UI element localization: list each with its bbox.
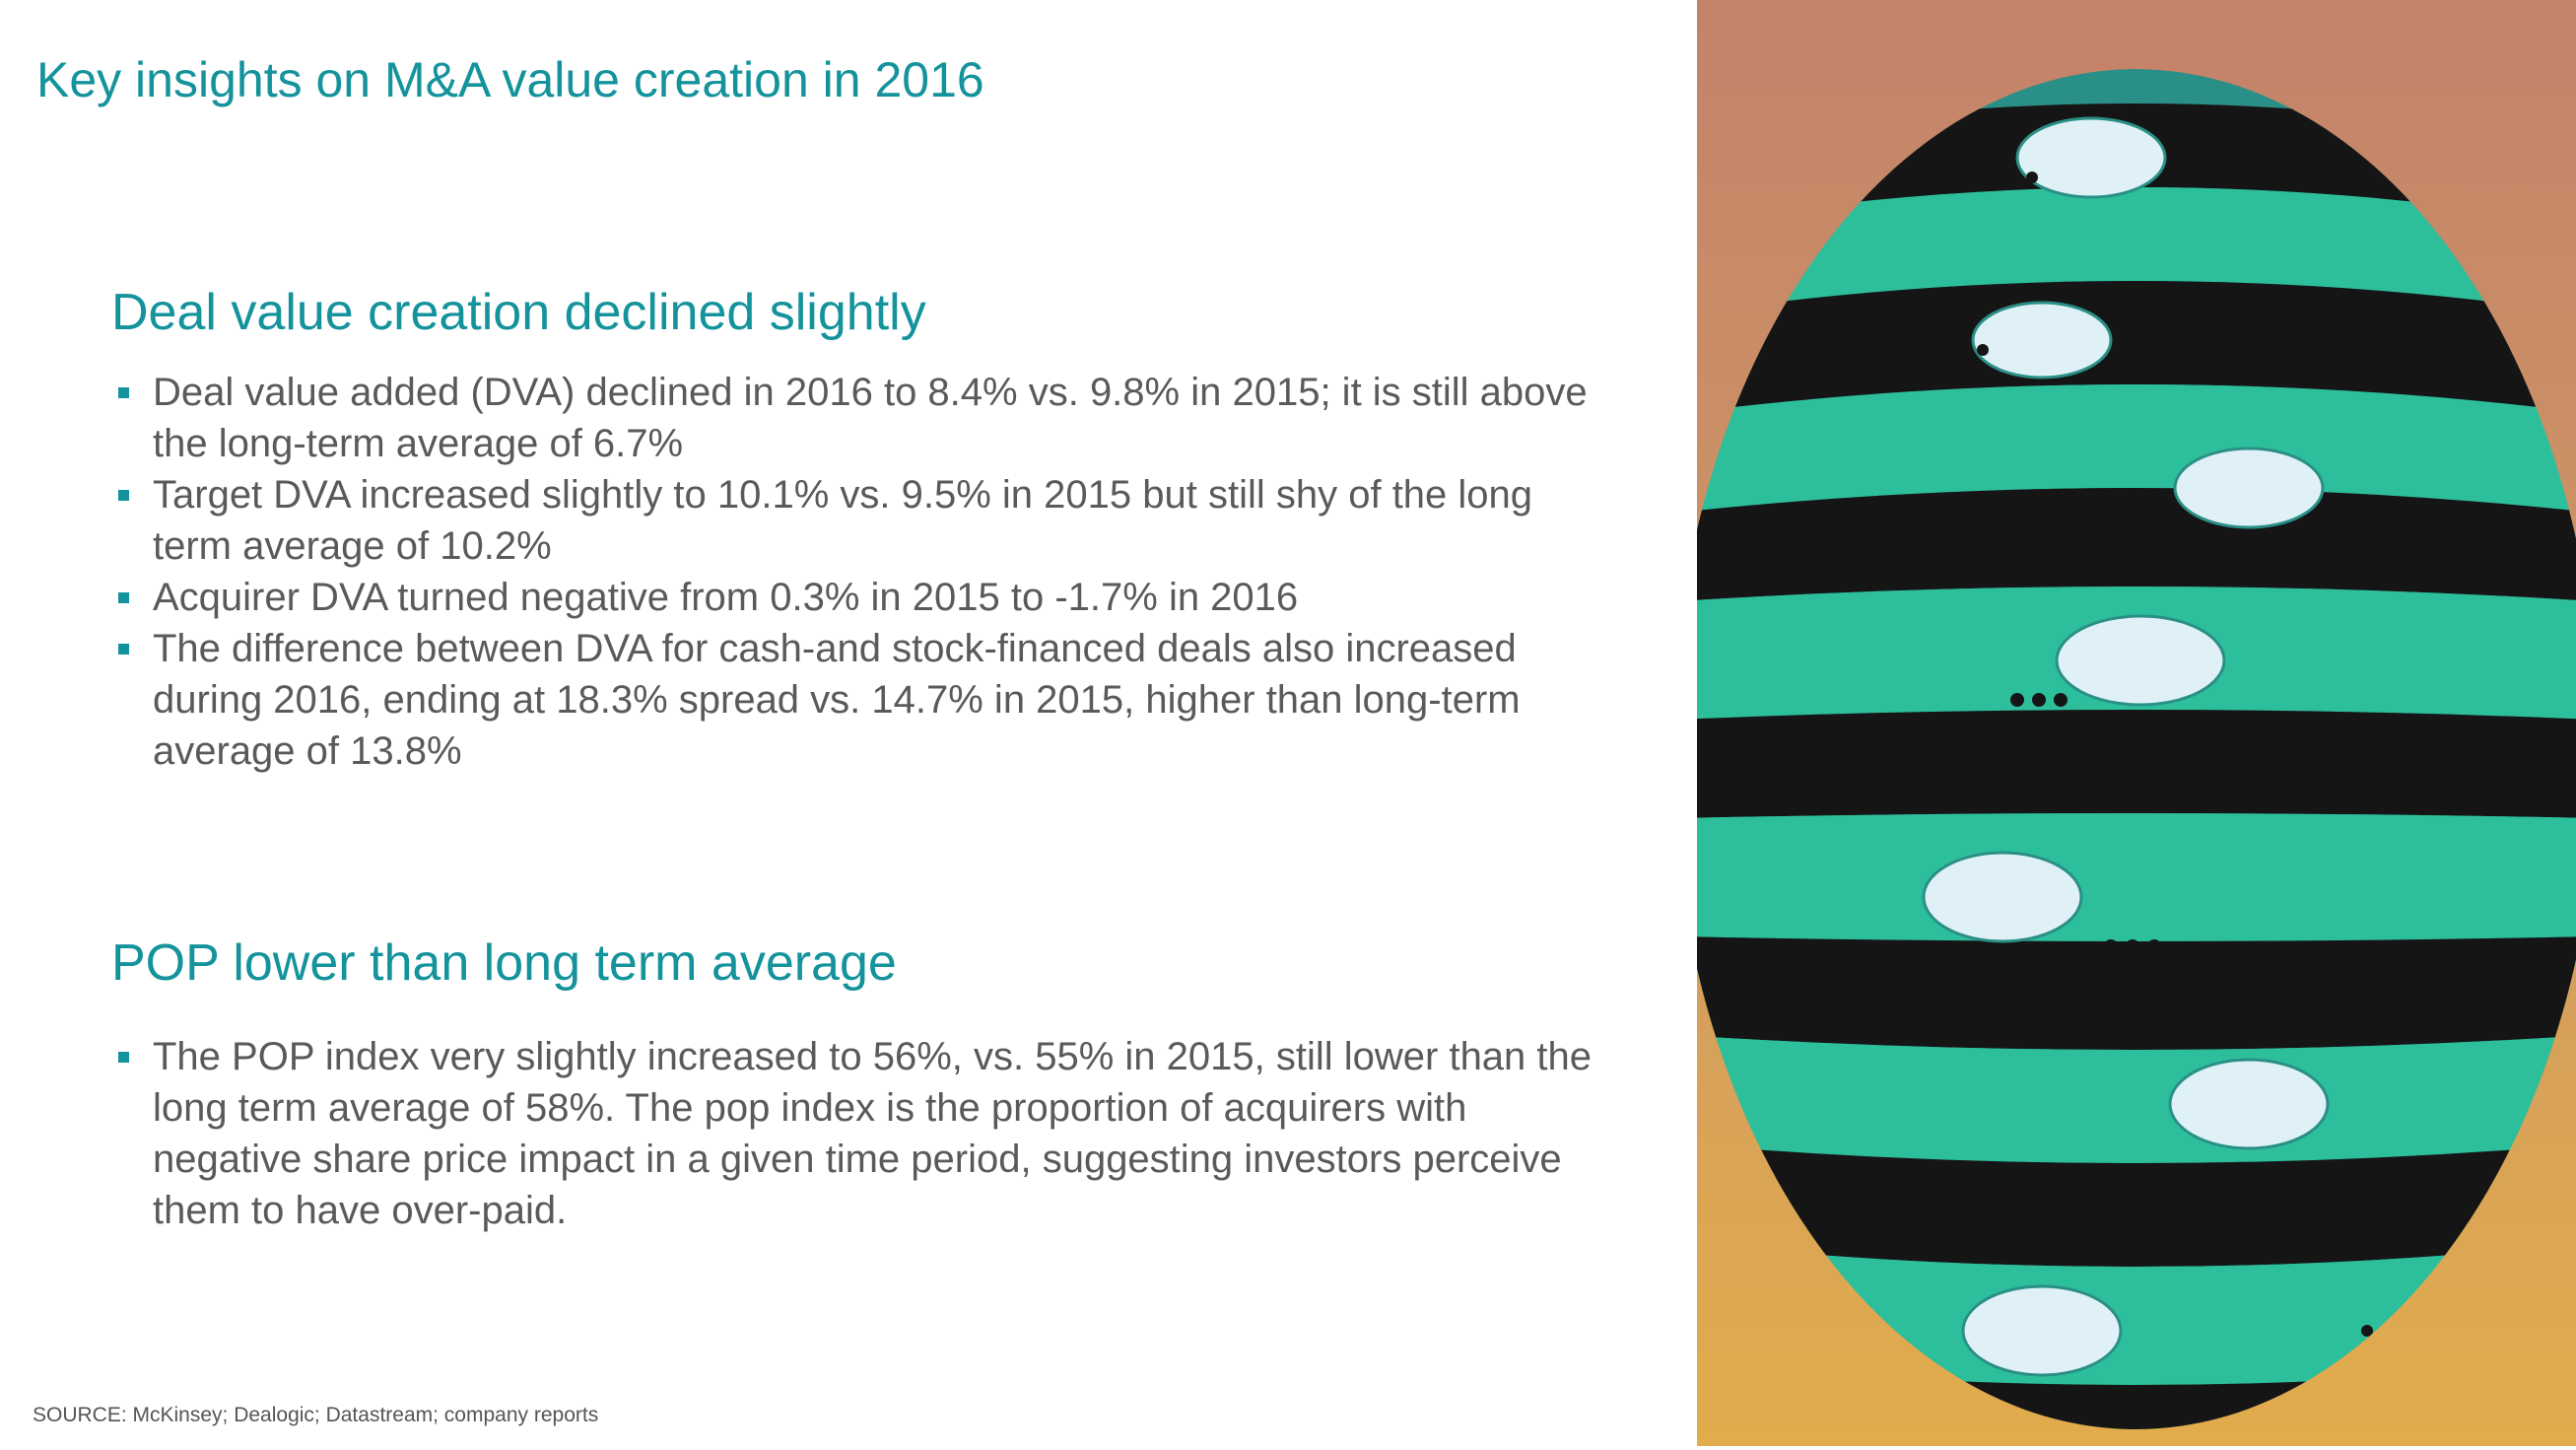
bullet: The POP index very slightly increased to… xyxy=(118,1031,1601,1236)
section-heading: POP lower than long term average xyxy=(111,934,897,992)
bullet: Deal value added (DVA) declined in 2016 … xyxy=(118,367,1601,469)
globe xyxy=(1697,69,2576,1429)
bullet: Acquirer DVA turned negative from 0.3% i… xyxy=(118,572,1601,623)
bullet-list: Deal value added (DVA) declined in 2016 … xyxy=(118,367,1601,777)
bullet: The difference between DVA for cash-and … xyxy=(118,623,1601,777)
slide-title: Key insights on M&A value creation in 20… xyxy=(36,52,984,107)
bullet-list: The POP index very slightly increased to… xyxy=(118,1031,1601,1236)
illustration xyxy=(1697,0,2576,1446)
bullet: Target DVA increased slightly to 10.1% v… xyxy=(118,469,1601,572)
source-note: SOURCE: McKinsey; Dealogic; Datastream; … xyxy=(33,1404,599,1426)
section-heading: Deal value creation declined slightly xyxy=(111,284,926,341)
